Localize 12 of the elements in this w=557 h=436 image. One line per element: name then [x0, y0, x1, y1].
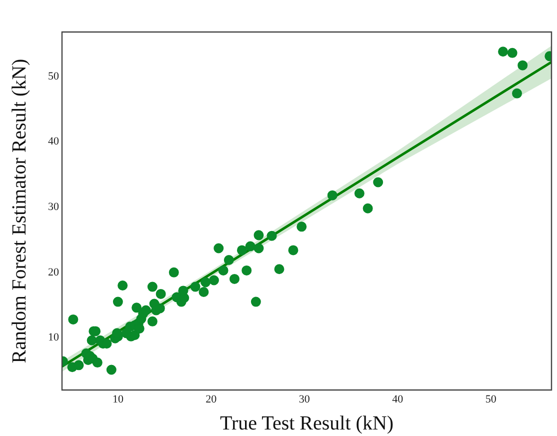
- x-tick-label: 20: [206, 393, 218, 406]
- y-tick-label: 10: [48, 332, 60, 344]
- y-tick-label: 40: [48, 136, 60, 148]
- y-tick-label: 30: [48, 200, 60, 213]
- x-axis-title: True Test Result (kN): [220, 412, 394, 434]
- y-axis-title: Random Forest Estimator Result (kN): [8, 58, 30, 364]
- y-tick-label: 20: [48, 266, 60, 278]
- x-tick-label: 10: [112, 393, 124, 406]
- x-tick-label: 50: [485, 393, 497, 406]
- x-tick-label: 40: [392, 393, 404, 406]
- x-tick-label: 30: [298, 393, 310, 406]
- y-tick-label: 50: [48, 70, 60, 82]
